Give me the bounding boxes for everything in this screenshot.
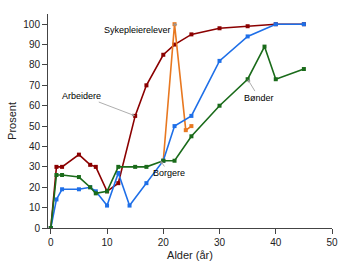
svg-text:20: 20: [29, 182, 41, 193]
svg-text:20: 20: [158, 237, 170, 248]
svg-text:Borgere: Borgere: [153, 168, 185, 178]
svg-text:Arbeidere: Arbeidere: [62, 91, 101, 101]
svg-text:0: 0: [34, 223, 40, 234]
svg-text:80: 80: [29, 59, 41, 70]
svg-text:40: 40: [270, 237, 282, 248]
svg-text:40: 40: [29, 141, 41, 152]
svg-text:0: 0: [48, 237, 54, 248]
svg-text:Sykepleierelever: Sykepleierelever: [104, 25, 171, 35]
svg-text:Alder (år): Alder (år): [167, 249, 213, 261]
svg-text:30: 30: [214, 237, 226, 248]
svg-text:70: 70: [29, 80, 41, 91]
svg-text:30: 30: [29, 161, 41, 172]
svg-text:50: 50: [29, 121, 41, 132]
svg-text:Prosent: Prosent: [6, 102, 18, 140]
svg-text:10: 10: [29, 202, 41, 213]
svg-text:10: 10: [101, 237, 113, 248]
svg-text:90: 90: [29, 39, 41, 50]
svg-text:50: 50: [326, 237, 338, 248]
svg-text:100: 100: [23, 19, 40, 30]
svg-text:Bønder: Bønder: [244, 93, 274, 103]
svg-text:60: 60: [29, 100, 41, 111]
